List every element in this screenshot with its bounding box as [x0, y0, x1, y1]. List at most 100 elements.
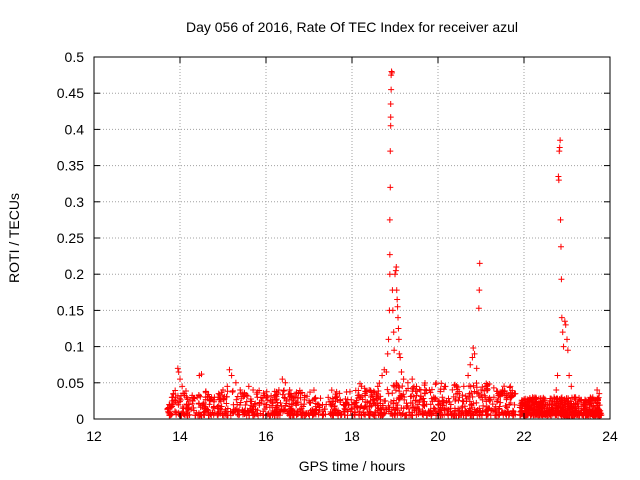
data-point — [181, 390, 188, 397]
data-point — [438, 380, 445, 387]
data-point — [376, 380, 383, 387]
data-point — [261, 392, 268, 399]
data-point — [179, 408, 186, 415]
y-tick-label: 0 — [76, 411, 84, 427]
data-point — [594, 399, 601, 406]
data-point — [326, 398, 333, 405]
data-point — [568, 383, 575, 390]
data-point — [467, 361, 474, 368]
chart-title: Day 056 of 2016, Rate Of TEC Index for r… — [186, 19, 518, 35]
data-point — [375, 402, 382, 409]
data-point — [215, 390, 222, 397]
data-point — [397, 412, 404, 419]
data-point — [172, 387, 179, 394]
data-point — [245, 383, 252, 390]
data-point — [469, 354, 476, 361]
data-point — [385, 402, 392, 409]
data-point — [416, 399, 423, 406]
data-point — [340, 401, 347, 408]
data-point — [443, 397, 450, 404]
data-point — [387, 184, 394, 191]
data-point — [554, 372, 561, 379]
data-point — [239, 406, 246, 413]
data-point — [586, 410, 593, 417]
data-point — [591, 411, 598, 418]
data-point — [470, 382, 477, 389]
data-point — [562, 402, 569, 409]
data-point — [490, 408, 497, 415]
data-point — [173, 409, 180, 416]
data-point — [590, 412, 597, 419]
data-point — [207, 397, 214, 404]
y-tick-label: 0.5 — [65, 49, 85, 65]
data-point — [413, 405, 420, 412]
data-point — [412, 397, 419, 404]
data-point — [256, 387, 263, 394]
data-point — [286, 396, 293, 403]
data-point — [383, 368, 390, 375]
data-point — [322, 411, 329, 418]
data-point — [451, 381, 458, 388]
data-point — [569, 407, 576, 414]
data-point — [299, 410, 306, 417]
data-point — [358, 383, 365, 390]
data-point — [170, 390, 177, 397]
data-point — [219, 411, 226, 418]
data-point — [556, 144, 563, 151]
data-point — [437, 388, 444, 395]
data-point — [394, 296, 401, 303]
data-point — [342, 396, 349, 403]
data-point — [431, 405, 438, 412]
data-point — [557, 216, 564, 223]
data-point — [287, 412, 294, 419]
data-point — [496, 391, 503, 398]
data-point — [387, 148, 394, 155]
data-point — [421, 379, 428, 386]
data-point — [435, 397, 441, 404]
data-point — [491, 412, 498, 419]
data-point — [385, 336, 392, 343]
data-point — [467, 383, 474, 390]
data-point — [505, 412, 512, 419]
data-point — [559, 329, 566, 336]
data-point — [374, 399, 381, 406]
axes: 12 14 16 18 20 22 24 0 0.05 0.1 0.15 0.2 0.25 0.3 0.35… — [57, 49, 618, 444]
gridlines — [94, 57, 610, 419]
data-point — [398, 404, 405, 411]
data-point — [352, 387, 359, 394]
data-point — [297, 390, 304, 397]
data-point — [249, 412, 256, 419]
data-point — [420, 401, 427, 408]
data-point — [333, 394, 340, 401]
data-point — [201, 408, 208, 415]
data-point — [166, 401, 173, 408]
data-point — [366, 402, 373, 409]
data-point — [562, 321, 569, 328]
data-point — [253, 391, 260, 398]
data-point — [443, 405, 450, 412]
data-point — [348, 396, 355, 403]
data-point — [594, 406, 601, 413]
data-point — [475, 305, 482, 312]
data-point — [387, 122, 394, 129]
data-point — [232, 379, 239, 386]
data-point — [227, 408, 234, 415]
data-point — [351, 404, 358, 411]
data-point — [263, 401, 269, 408]
data-point — [392, 387, 399, 394]
data-point — [175, 368, 182, 375]
data-point — [529, 394, 536, 401]
data-point — [230, 407, 237, 414]
data-point — [254, 394, 261, 401]
data-point — [310, 387, 317, 394]
data-point — [273, 404, 280, 411]
data-point — [448, 411, 455, 418]
data-point — [349, 401, 355, 408]
data-point — [426, 387, 433, 394]
data-point — [194, 394, 201, 401]
data-point — [280, 387, 287, 394]
data-point — [578, 396, 585, 403]
data-point — [484, 382, 491, 389]
data-point — [331, 402, 338, 409]
data-point — [198, 371, 205, 378]
